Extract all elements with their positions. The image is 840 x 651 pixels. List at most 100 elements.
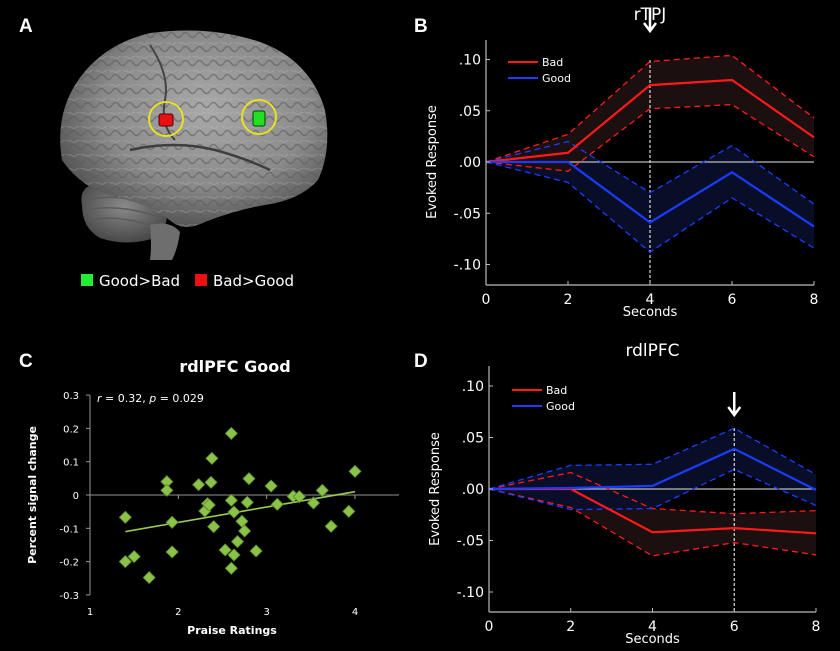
y-tick-label: 0.2 — [63, 424, 79, 435]
series-line-bad — [485, 78, 815, 164]
legend-swatch-bad-good — [195, 274, 207, 286]
x-tick-label: 6 — [730, 619, 739, 635]
arrow-head — [727, 406, 742, 418]
scatter-point — [127, 550, 141, 564]
y-tick-label: 0.1 — [63, 458, 79, 469]
annotation-part: r — [97, 392, 103, 405]
brainstem — [150, 223, 180, 260]
x-tick-label: 0 — [485, 619, 494, 635]
y-axis-label: Evoked Response — [425, 105, 440, 219]
x-tick-label: 3 — [263, 607, 269, 618]
x-axis-label: Praise Ratings — [187, 624, 277, 637]
series-line-good — [488, 447, 817, 492]
y-axis-label: Evoked Response — [428, 432, 443, 546]
good-cluster — [252, 110, 266, 127]
x-tick-label: 6 — [728, 292, 737, 308]
x-tick-label: 0 — [482, 292, 491, 308]
x-tick-label: 4 — [648, 619, 657, 635]
rtpj-circle — [148, 101, 184, 137]
scatter-point — [270, 497, 284, 511]
y-axis-label: Percent signal change — [26, 426, 39, 564]
x-tick-label: 2 — [566, 619, 575, 635]
scatter-point — [264, 479, 278, 493]
y-tick-label: -.10 — [457, 585, 484, 601]
y-tick-label: .10 — [459, 53, 481, 69]
y-tick-label: .05 — [462, 431, 484, 447]
brain-legend: Good>Bad Bad>Good — [81, 272, 294, 290]
x-tick-label: 1 — [87, 607, 93, 618]
y-tick-label: -0.2 — [59, 558, 79, 569]
x-tick-label: 4 — [646, 292, 655, 308]
legend-label-good: Good — [546, 400, 575, 413]
chart-d-rdlpfc: rdlPFC .10 .05 .00 -.05 -.10 0 2 4 6 8 Seconds Evoke… — [428, 341, 820, 647]
bad-upper-bound — [485, 54, 815, 163]
y-tick-label: -.05 — [454, 206, 481, 222]
central-sulcus — [149, 44, 176, 141]
series-line-good — [486, 160, 815, 228]
down-arrow-icon — [727, 392, 742, 418]
scatter-point — [142, 571, 156, 585]
bad-lower-bound — [488, 488, 817, 557]
bad-cluster — [158, 113, 174, 127]
scatter-point — [240, 495, 254, 509]
scatter-point — [204, 475, 218, 489]
scatter-point — [227, 548, 241, 562]
bad-lower-bound — [485, 103, 815, 172]
scatter-point — [224, 561, 238, 575]
chart-title: rdlPFC Good — [179, 357, 290, 376]
scatter-point — [165, 515, 179, 529]
good-upper-bound — [485, 140, 815, 205]
y-tick-label: -.05 — [457, 534, 484, 550]
good-lower-bound — [485, 161, 815, 254]
y-tick-label: 0 — [73, 491, 79, 502]
scatter-point — [227, 505, 241, 519]
legend-label-good-bad: Good>Bad — [99, 272, 180, 290]
chart-b-rtpj: rTPJ.10.05.00-.05-.1002468SecondsEvoked … — [425, 5, 818, 320]
scatter-point — [205, 451, 219, 465]
scatter-point — [306, 496, 321, 510]
ci-band-bad — [486, 55, 814, 172]
annotation-part: = 0.029 — [156, 392, 204, 405]
y-tick-label: 0.3 — [63, 391, 79, 402]
scatter-point — [324, 519, 338, 533]
chart-title: rdlPFC — [625, 341, 679, 361]
y-tick-label: -0.1 — [59, 524, 79, 535]
y-tick-label: .10 — [462, 379, 484, 395]
chart-c-scatter: rdlPFC Good 0.3 0.2 0.1 0 -0.1 -0.2 -0.3 1 2 3 4 Pra… — [26, 357, 399, 637]
legend-swatch-good-bad — [81, 274, 93, 286]
y-tick-label: .00 — [462, 482, 484, 498]
scatter-point — [224, 426, 238, 440]
y-tick-label: -0.3 — [59, 591, 79, 602]
scatter-point — [342, 504, 356, 518]
rdlpfc-circle — [241, 99, 277, 135]
scatter-point — [235, 514, 249, 528]
scatter-point — [315, 483, 329, 497]
cerebrum-texture — [60, 30, 328, 227]
legend-label-bad: Bad — [542, 56, 563, 69]
down-arrow-icon — [643, 8, 657, 34]
scatter-point — [202, 498, 216, 512]
scatter-point — [192, 478, 206, 492]
scatter-point — [160, 483, 174, 497]
legend-label-bad-good: Bad>Good — [213, 272, 294, 290]
scatter-point — [242, 472, 256, 486]
correlation-annotation: r = 0.32, p = 0.029 — [97, 392, 204, 405]
x-axis-label: Seconds — [625, 632, 680, 647]
scatter-point — [224, 493, 238, 507]
legend-label-good: Good — [542, 72, 571, 85]
scatter-point — [118, 555, 132, 569]
scatter-point — [218, 543, 232, 557]
y-tick-label: .05 — [459, 104, 481, 120]
panel-letter-b: B — [414, 16, 428, 37]
legend-label-bad: Bad — [546, 384, 567, 397]
x-tick-label: 8 — [810, 292, 819, 308]
scatter-point — [292, 490, 306, 504]
panel-letter-a: A — [19, 16, 33, 37]
arrow-head — [643, 22, 657, 34]
ci-band-good — [489, 428, 816, 510]
brain-image — [60, 30, 328, 260]
panel-letter-d: D — [414, 351, 428, 372]
x-axis-label: Seconds — [623, 305, 678, 320]
bad-upper-bound — [488, 471, 817, 515]
